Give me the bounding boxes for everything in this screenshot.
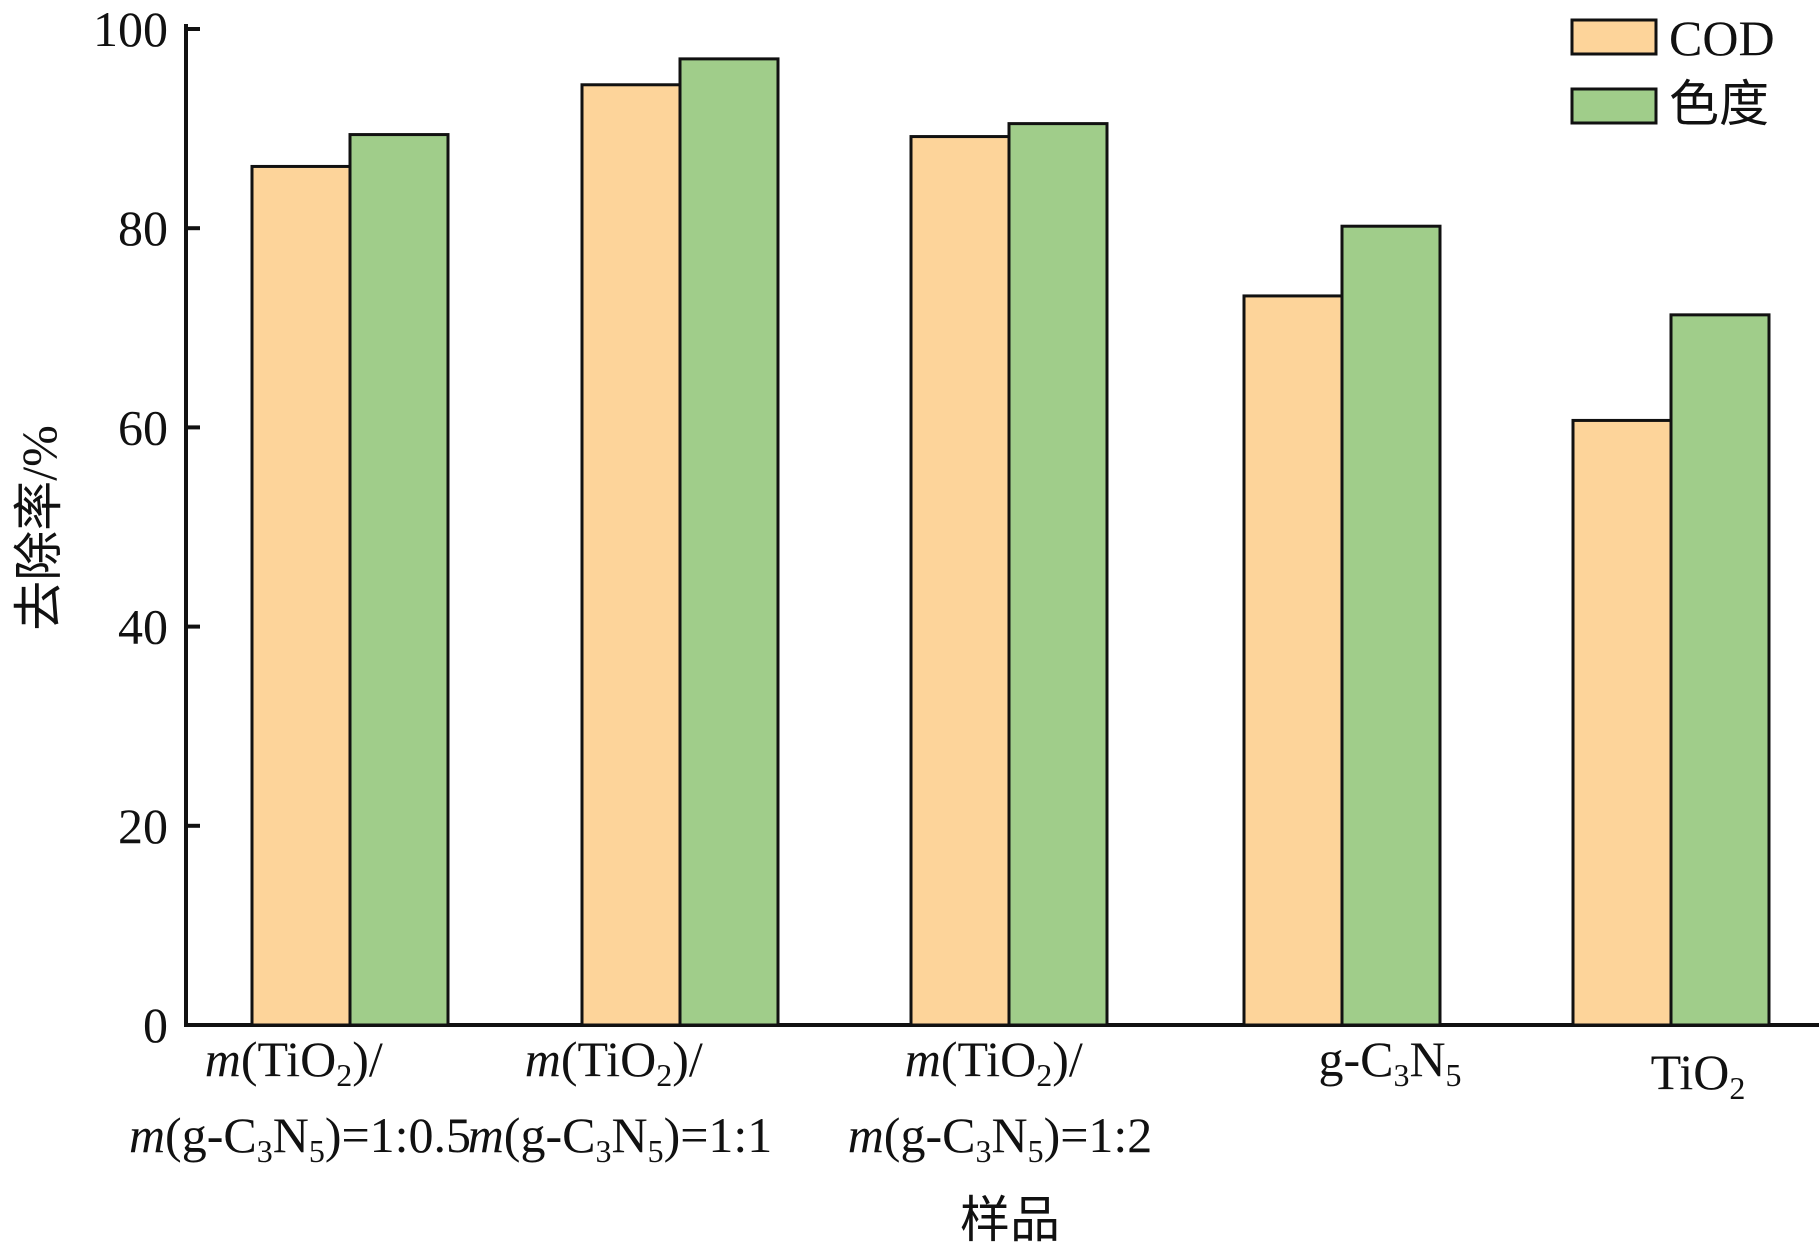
y-tick-label: 20 — [118, 798, 168, 854]
category-label-4: g-C3N5 — [1318, 1031, 1461, 1093]
legend-swatch-color — [1570, 87, 1658, 125]
category-label-3: m(TiO2)/ m(g-C3N5)=1:2 — [848, 1031, 1153, 1169]
bar-cod-5 — [1571, 418, 1673, 1027]
bar-cod-1 — [250, 164, 352, 1027]
y-tick-label: 80 — [118, 200, 168, 256]
bar-cod-4 — [1242, 294, 1344, 1027]
bars — [250, 57, 1771, 1027]
bar-cod-3 — [909, 135, 1011, 1027]
y-tick-labels: 0 20 40 60 80 100 — [93, 1, 168, 1053]
bar-cod-2 — [580, 83, 682, 1027]
y-tick-label: 100 — [93, 1, 168, 57]
bar-color-1 — [348, 133, 450, 1027]
legend-swatch-cod — [1570, 18, 1658, 56]
x-tick-labels: m(TiO2)/ m(g-C3N5)=1:0.5 m(TiO2)/ m(g-C3… — [129, 1031, 1745, 1169]
bar-color-2 — [678, 57, 780, 1027]
bar-color-3 — [1007, 122, 1109, 1027]
y-tick-label: 60 — [118, 399, 168, 455]
legend-label-cod: COD — [1669, 10, 1775, 66]
y-tick-label: 40 — [118, 599, 168, 655]
category-label-1: m(TiO2)/ m(g-C3N5)=1:0.5 — [129, 1031, 471, 1169]
y-axis-title: 去除率/% — [11, 425, 67, 631]
legend: COD 色度 — [1570, 10, 1775, 132]
bar-color-5 — [1669, 313, 1771, 1027]
category-label-5: TiO2 — [1651, 1044, 1746, 1106]
y-tick-label: 0 — [143, 997, 168, 1053]
category-label-2: m(TiO2)/ m(g-C3N5)=1:1 — [468, 1031, 773, 1169]
legend-label-color: 色度 — [1669, 76, 1769, 132]
x-axis-title: 样品 — [960, 1192, 1060, 1248]
y-ticks — [186, 27, 200, 1027]
bar-color-4 — [1340, 224, 1442, 1027]
